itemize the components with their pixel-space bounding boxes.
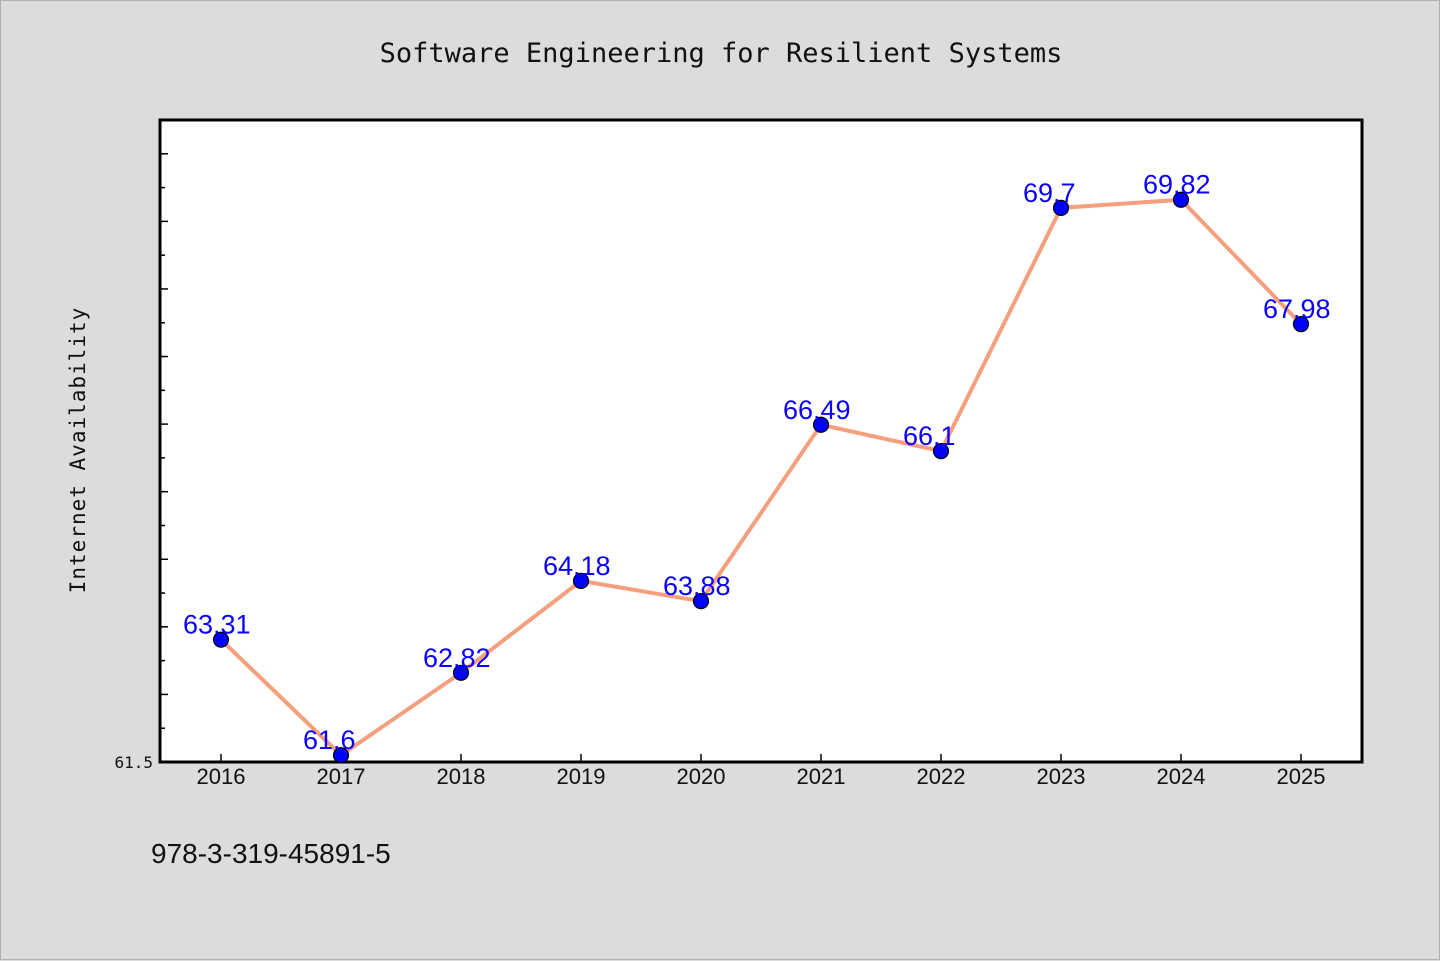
chart-title: Software Engineering for Resilient Syste… <box>380 38 1063 69</box>
x-tick-label: 2018 <box>437 764 486 789</box>
x-tick-label: 2017 <box>317 764 366 789</box>
data-point <box>1172 191 1190 208</box>
data-labels-layer: 63.31 61.6 62.82 64.18 63.88 66.49 66.1 69.7 69.… <box>183 170 1331 755</box>
x-tick-label: 2021 <box>797 764 846 789</box>
series-line <box>219 197 1303 758</box>
y-tick-label: 61.5 <box>114 753 153 772</box>
data-point <box>932 443 950 460</box>
data-label: 66.49 <box>783 395 851 425</box>
x-tick-label: 2019 <box>557 764 606 789</box>
y-axis-ticks: 61.5 <box>114 119 168 772</box>
data-label: 67.98 <box>1263 294 1331 324</box>
data-point <box>812 416 830 433</box>
x-tick-label: 2022 <box>917 764 966 789</box>
data-label: 63.31 <box>183 610 251 640</box>
data-label: 64.18 <box>543 551 611 581</box>
x-tick-label: 2016 <box>197 764 246 789</box>
data-label: 63.88 <box>663 571 731 601</box>
x-tick-label: 2020 <box>677 764 726 789</box>
data-point <box>452 664 470 681</box>
data-point <box>692 593 710 610</box>
plot-area <box>158 118 1364 764</box>
footnote-isbn: 978-3-319-45891-5 <box>151 838 391 869</box>
data-point <box>212 631 230 648</box>
y-axis-label: Internet Availability <box>66 307 90 594</box>
data-point <box>1292 315 1310 333</box>
data-label: 69.82 <box>1143 170 1211 200</box>
x-tick-label: 2024 <box>1157 764 1206 789</box>
data-point <box>332 747 350 764</box>
x-axis-ticks: 2016 2017 2018 2019 2020 2021 2022 2023 2024 2025 <box>197 754 1326 789</box>
data-label: 69.7 <box>1023 178 1076 208</box>
data-point <box>572 572 590 589</box>
data-label: 61.6 <box>303 725 356 755</box>
x-tick-label: 2025 <box>1277 764 1326 789</box>
x-tick-label: 2023 <box>1037 764 1086 789</box>
data-label: 66.1 <box>903 421 956 451</box>
series-layer <box>212 191 1310 764</box>
data-point <box>1052 199 1070 216</box>
data-label: 62.82 <box>423 643 491 673</box>
